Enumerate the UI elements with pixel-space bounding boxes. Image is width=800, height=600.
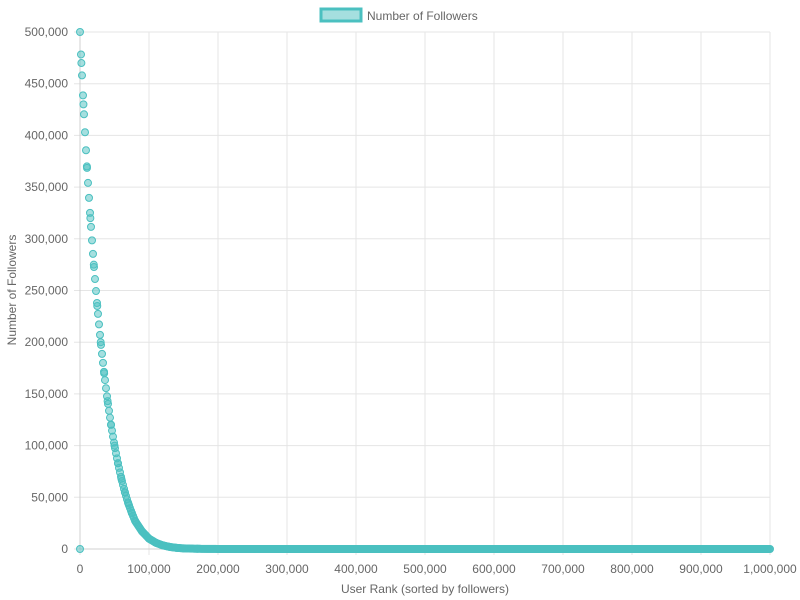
x-tick-label: 0 bbox=[77, 562, 84, 576]
data-point bbox=[102, 384, 110, 393]
x-tick-label: 900,000 bbox=[679, 562, 723, 576]
data-point bbox=[124, 499, 133, 508]
data-point bbox=[165, 542, 174, 551]
data-point bbox=[113, 459, 122, 468]
data-point bbox=[151, 538, 160, 547]
data-point bbox=[158, 541, 167, 550]
data-point bbox=[82, 146, 90, 155]
data-point bbox=[80, 110, 88, 119]
data-point bbox=[559, 545, 567, 553]
x-tick-label: 600,000 bbox=[472, 562, 516, 576]
x-tick-label: 800,000 bbox=[610, 562, 654, 576]
legend-swatch bbox=[319, 7, 363, 23]
data-point bbox=[94, 309, 102, 318]
data-point bbox=[87, 222, 95, 231]
y-tick-label: 300,000 bbox=[25, 232, 69, 246]
data-point bbox=[96, 330, 104, 339]
data-point bbox=[82, 162, 91, 171]
data-point bbox=[101, 376, 109, 385]
data-point bbox=[88, 236, 96, 245]
data-point bbox=[490, 545, 498, 553]
x-tick-label: 200,000 bbox=[196, 562, 240, 576]
data-point bbox=[91, 275, 99, 284]
data-point bbox=[77, 50, 85, 59]
x-axis-ticks: 0 100,000 200,000 300,000 400,000 500,000 600,… bbox=[77, 562, 797, 576]
data-point bbox=[179, 544, 188, 553]
y-tick-label: 450,000 bbox=[25, 77, 69, 91]
data-point bbox=[628, 545, 636, 553]
y-tick-label: 250,000 bbox=[25, 284, 69, 298]
data-point bbox=[95, 320, 103, 329]
data-point bbox=[89, 249, 97, 258]
x-tick-label: 400,000 bbox=[334, 562, 378, 576]
data-point bbox=[103, 397, 112, 406]
data-point bbox=[127, 508, 136, 517]
data-point bbox=[214, 544, 222, 553]
data-point bbox=[193, 544, 202, 553]
y-tick-label: 200,000 bbox=[25, 335, 69, 349]
series-points bbox=[76, 28, 774, 553]
data-point bbox=[81, 128, 89, 137]
data-point bbox=[89, 260, 98, 269]
data-point bbox=[106, 413, 114, 422]
data-point bbox=[77, 59, 86, 68]
data-point bbox=[92, 287, 100, 296]
y-tick-label: 50,000 bbox=[31, 490, 68, 504]
data-point bbox=[697, 545, 705, 553]
data-point bbox=[110, 441, 119, 450]
data-point bbox=[86, 214, 95, 223]
y-tick-label: 350,000 bbox=[25, 180, 69, 194]
data-point bbox=[352, 545, 360, 553]
data-point bbox=[79, 100, 88, 109]
data-point bbox=[85, 193, 93, 202]
data-point bbox=[79, 91, 87, 100]
y-axis-title: Number of Followers bbox=[5, 235, 19, 346]
data-point bbox=[78, 71, 86, 80]
y-tick-label: 100,000 bbox=[25, 439, 69, 453]
data-point bbox=[96, 338, 105, 347]
y-tick-label: 0 bbox=[61, 542, 68, 556]
x-tick-label: 500,000 bbox=[403, 562, 447, 576]
data-point bbox=[421, 545, 429, 553]
data-point bbox=[117, 474, 126, 483]
data-point bbox=[100, 369, 109, 378]
y-tick-label: 400,000 bbox=[25, 128, 69, 142]
data-point bbox=[120, 488, 129, 497]
data-point bbox=[107, 420, 116, 429]
data-point bbox=[93, 302, 102, 311]
y-axis-ticks: 0 50,000 100,000 150,000 200,000 250,000 300,0… bbox=[25, 25, 69, 556]
data-point bbox=[283, 544, 291, 553]
x-axis-title: User Rank (sorted by followers) bbox=[341, 582, 509, 596]
data-point bbox=[145, 534, 153, 543]
y-tick-label: 150,000 bbox=[25, 387, 69, 401]
grid bbox=[74, 31, 771, 555]
data-point bbox=[138, 527, 147, 536]
data-point bbox=[131, 517, 140, 526]
x-tick-label: 700,000 bbox=[541, 562, 585, 576]
data-point bbox=[172, 543, 181, 552]
data-point bbox=[84, 178, 92, 187]
data-point bbox=[98, 349, 106, 358]
y-tick-label: 500,000 bbox=[25, 25, 69, 39]
data-point bbox=[99, 358, 107, 367]
legend-label: Number of Followers bbox=[367, 9, 478, 23]
x-tick-label: 1,000,000 bbox=[743, 562, 797, 576]
data-point bbox=[105, 406, 113, 415]
x-tick-label: 100,000 bbox=[127, 562, 171, 576]
data-point bbox=[76, 545, 84, 553]
data-point bbox=[766, 545, 774, 553]
x-tick-label: 300,000 bbox=[265, 562, 309, 576]
legend[interactable]: Number of Followers bbox=[319, 7, 478, 23]
data-point bbox=[76, 28, 84, 36]
